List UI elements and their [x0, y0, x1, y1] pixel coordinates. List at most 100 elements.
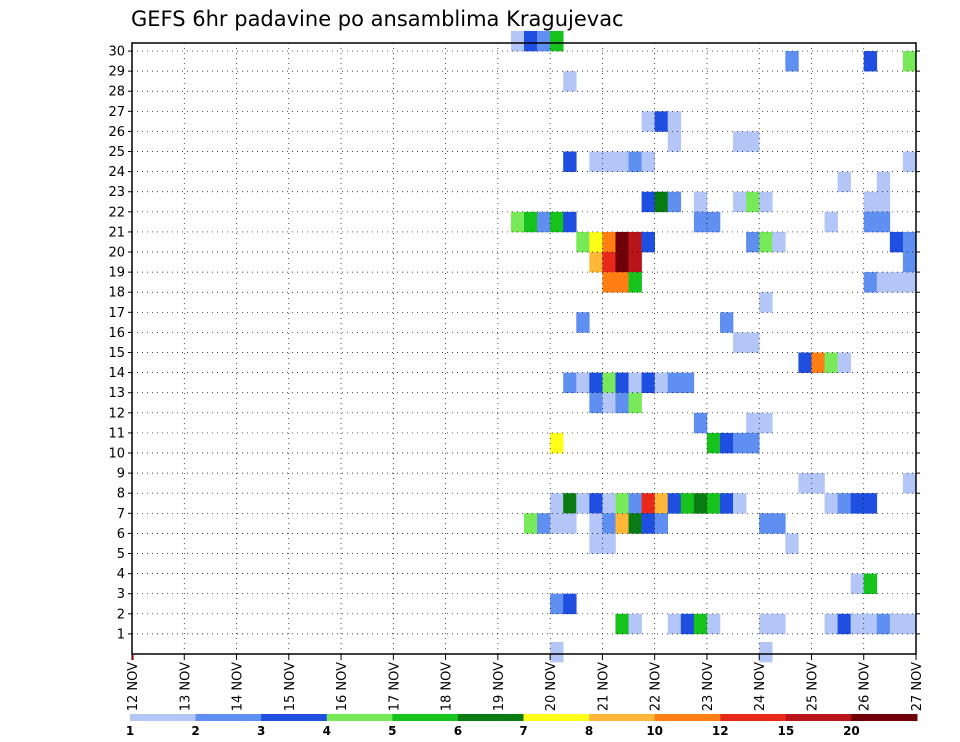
y-tick-label: 11 [108, 426, 125, 441]
y-tick-label: 21 [108, 225, 125, 240]
y-tick-label: 19 [108, 266, 125, 281]
heatmap-cell [680, 493, 695, 514]
heatmap-cell [889, 613, 904, 635]
heatmap-cell [576, 231, 590, 253]
heatmap-cell [654, 191, 669, 213]
heatmap-cell [537, 30, 551, 52]
heatmap-cell [706, 613, 721, 635]
legend-label: 20 [843, 724, 860, 738]
y-tick-label: 9 [117, 467, 125, 482]
heatmap-cell [563, 211, 577, 233]
y-tick-label: 24 [108, 165, 125, 180]
heatmap-cell [759, 513, 773, 534]
legend-label: 8 [585, 724, 593, 738]
legend-swatch [785, 714, 852, 721]
heatmap-cell [602, 392, 616, 414]
heatmap-cell [589, 392, 603, 414]
heatmap-cell [902, 272, 917, 293]
heatmap-cell [733, 432, 747, 454]
y-tick-label: 3 [117, 587, 125, 602]
grid-lines [132, 43, 916, 654]
x-tick-label: 24 NOV [753, 662, 768, 711]
heatmap-cell [902, 231, 917, 253]
legend-swatch [654, 714, 721, 721]
heatmap-cell [615, 372, 629, 394]
heatmap-cell [720, 432, 734, 454]
heatmap-cell [720, 312, 734, 333]
heatmap-cell [654, 513, 669, 534]
y-axis-ticks: 1234567891011121314151617181920212223242… [108, 45, 920, 642]
heatmap-cell [733, 131, 747, 152]
heatmap-cell [563, 593, 577, 615]
x-tick-label: 15 NOV [283, 662, 298, 711]
y-tick-label: 7 [117, 507, 125, 522]
heatmap-cell [706, 211, 721, 233]
heatmap-cells [510, 30, 917, 663]
heatmap-cell [654, 111, 669, 132]
heatmap-cell [667, 493, 682, 514]
x-tick-label: 20 NOV [544, 662, 559, 711]
heatmap-cell [863, 493, 878, 514]
heatmap-cell [837, 493, 851, 514]
heatmap-cell [628, 151, 642, 172]
x-tick-label: 19 NOV [492, 662, 507, 711]
heatmap-cell [641, 191, 655, 213]
y-tick-label: 1 [117, 627, 125, 642]
y-tick-label: 10 [108, 447, 125, 462]
heatmap-cell [863, 191, 878, 213]
heatmap-cell [693, 412, 708, 434]
legend-swatch [523, 714, 590, 721]
legend-label: 4 [323, 724, 331, 738]
y-tick-label: 5 [117, 547, 125, 562]
heatmap-cell [824, 211, 838, 233]
heatmap-cell [628, 493, 642, 514]
heatmap-cell [550, 432, 564, 454]
heatmap-cell [733, 191, 747, 213]
heatmap-cell [798, 352, 812, 373]
heatmap-cell [720, 493, 734, 514]
heatmap-cell [589, 231, 603, 253]
heatmap-cell [680, 613, 695, 635]
heatmap-cell [641, 493, 655, 514]
heatmap-cell [589, 493, 603, 514]
y-tick-label: 26 [108, 125, 125, 140]
heatmap-cell [759, 613, 773, 635]
heatmap-cell [510, 30, 525, 52]
plot-frame [131, 42, 917, 655]
heatmap-cell [772, 613, 786, 635]
x-tick-label: 26 NOV [858, 662, 873, 711]
heatmap-cell [628, 231, 642, 253]
heatmap-cell [524, 30, 538, 52]
y-tick-label: 28 [108, 85, 125, 100]
heatmap-cell [602, 513, 616, 534]
heatmap-cell [628, 372, 642, 394]
legend-label: 5 [388, 724, 396, 738]
heatmap-cell [641, 151, 655, 172]
heatmap-cell [589, 151, 603, 172]
x-tick-label: 21 NOV [596, 662, 611, 711]
heatmap-cell [602, 533, 616, 554]
heatmap-cell [876, 272, 891, 293]
x-tick-label: 17 NOV [387, 662, 402, 711]
legend-label: 3 [257, 724, 265, 738]
heatmap-cell [863, 211, 878, 233]
heatmap-cell [824, 613, 838, 635]
x-axis-ticks: 12 NOV 13 NOV 14 NOV 15 NOV 16 NOV 17 NOV 18 N… [126, 654, 925, 711]
heatmap-cell [746, 412, 760, 434]
heatmap-cell [746, 432, 760, 454]
heatmap-cell [772, 231, 786, 253]
legend-label: 12 [712, 724, 729, 738]
heatmap-cell [524, 513, 538, 534]
heatmap-cell [902, 151, 917, 172]
y-tick-label: 22 [108, 205, 125, 220]
heatmap-cell [615, 252, 629, 273]
y-tick-label: 27 [108, 105, 125, 120]
x-tick-label: 22 NOV [649, 662, 664, 711]
heatmap-cell [641, 111, 655, 132]
heatmap-cell [667, 372, 682, 394]
heatmap-cell [654, 372, 669, 394]
y-tick-label: 20 [108, 246, 125, 261]
heatmap-cell [837, 613, 851, 635]
heatmap-cell [602, 252, 616, 273]
y-tick-label: 15 [108, 346, 125, 361]
